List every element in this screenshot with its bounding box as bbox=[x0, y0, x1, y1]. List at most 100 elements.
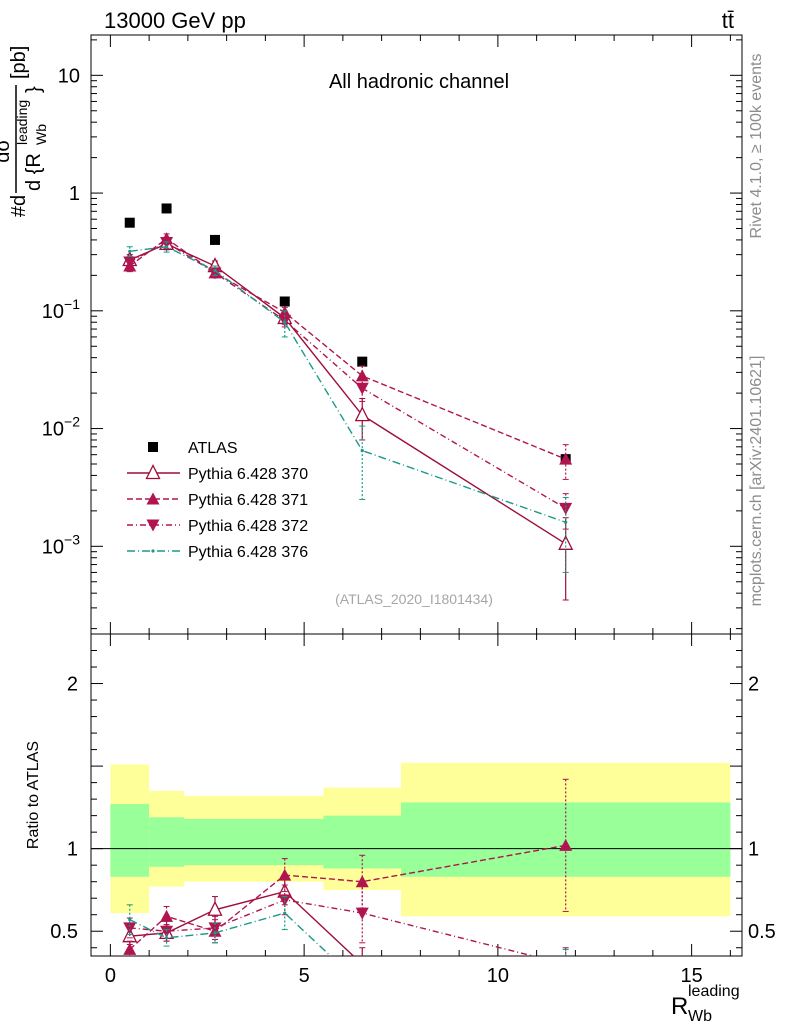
data-point-marker bbox=[146, 519, 160, 532]
ratio-band-inner bbox=[110, 804, 150, 877]
data-point-marker bbox=[559, 502, 573, 515]
y-label-close-brace: } bbox=[23, 86, 45, 93]
tick-base: 10 bbox=[42, 536, 64, 558]
data-point-marker bbox=[160, 925, 174, 938]
ratio-line bbox=[129, 844, 566, 950]
data-point-marker bbox=[564, 520, 568, 524]
ratio-line bbox=[129, 899, 536, 956]
x-axis-label: R leading Wb bbox=[671, 983, 740, 1024]
data-point-marker bbox=[278, 868, 292, 881]
data-point-marker bbox=[124, 217, 135, 228]
series-line bbox=[129, 241, 567, 509]
data-point-marker bbox=[361, 955, 363, 956]
data-point-marker bbox=[559, 452, 573, 465]
x-tick-label: 0 bbox=[105, 965, 116, 987]
data-point-marker bbox=[148, 442, 158, 452]
legend-label: Pythia 6.428 372 bbox=[188, 518, 308, 535]
tick-base: 10 bbox=[42, 419, 64, 441]
x-tick-label: 15 bbox=[681, 965, 703, 987]
rivet-version-label: Rivet 4.1.0, ≥ 100k events bbox=[748, 54, 765, 239]
data-point-marker bbox=[279, 296, 290, 307]
ratio-line bbox=[129, 912, 332, 956]
ratio-y-tick-label-right: 2 bbox=[748, 674, 759, 696]
ratio-uncertainty-bands bbox=[91, 762, 742, 917]
tick-base: 10 bbox=[42, 301, 64, 323]
ratio-band-inner bbox=[246, 818, 324, 866]
data-point-marker bbox=[146, 492, 160, 505]
main-y-tick-label: 10−3 bbox=[42, 531, 80, 558]
data-point-marker bbox=[213, 931, 217, 935]
ratio-y-tick-label: 2 bbox=[67, 674, 78, 696]
legend-label: Pythia 6.428 376 bbox=[188, 544, 308, 561]
data-point-marker bbox=[355, 382, 369, 395]
ratio-band-inner bbox=[184, 818, 246, 866]
series-pythia-6-428-372 bbox=[123, 236, 573, 530]
ratio-series-pythia-6-428-372 bbox=[123, 882, 572, 971]
ratio-band-inner bbox=[149, 817, 184, 867]
data-point-marker bbox=[128, 249, 132, 253]
chart-title: All hadronic channel bbox=[329, 71, 509, 93]
data-point-marker bbox=[208, 267, 222, 280]
main-y-tick-label: 10−1 bbox=[42, 296, 80, 323]
main-y-axis-label: #d dσ d {R leading Wb } [pb] bbox=[0, 46, 49, 217]
data-point-marker bbox=[210, 234, 220, 245]
mcplots-reference-label: mcplots.cern.ch [arXiv:2401.10621] bbox=[748, 356, 765, 607]
legend-entry: Pythia 6.428 370 bbox=[127, 464, 308, 483]
data-point-marker bbox=[160, 909, 174, 922]
ratio-y-axis-label: Ratio to ATLAS bbox=[25, 741, 42, 849]
y-label-prefix: #d bbox=[8, 195, 30, 217]
process-label: tt̄ bbox=[722, 8, 734, 33]
data-point-marker bbox=[123, 922, 137, 935]
main-y-tick-label: 10−2 bbox=[42, 414, 80, 441]
legend-entry: Pythia 6.428 376 bbox=[127, 544, 308, 561]
data-point-marker bbox=[161, 203, 172, 214]
legend-entry: Pythia 6.428 372 bbox=[127, 518, 308, 535]
data-point-marker bbox=[355, 875, 369, 888]
x-tick-label: 5 bbox=[299, 965, 310, 987]
y-label-superscript: leading bbox=[14, 100, 30, 145]
data-point-marker bbox=[283, 320, 287, 324]
x-label-superscript: leading bbox=[688, 983, 740, 1000]
data-point-marker bbox=[283, 911, 287, 915]
data-point-marker bbox=[278, 894, 292, 907]
series-line bbox=[129, 237, 566, 460]
data-point-marker bbox=[355, 907, 369, 920]
series-pythia-6-428-376 bbox=[126, 241, 569, 573]
collision-energy-label: 13000 GeV pp bbox=[104, 8, 246, 33]
tick-exponent: −2 bbox=[64, 414, 80, 430]
legend-label: Pythia 6.428 371 bbox=[188, 492, 308, 509]
main-plot-series bbox=[122, 203, 574, 601]
ratio-plot-frame bbox=[90, 633, 743, 957]
ratio-line bbox=[129, 890, 355, 956]
data-point-marker bbox=[207, 900, 223, 916]
y-label-subscript: Wb bbox=[33, 124, 49, 145]
legend-label: ATLAS bbox=[188, 440, 238, 457]
data-point-marker bbox=[361, 984, 364, 987]
data-point-marker bbox=[355, 369, 369, 382]
data-point-marker bbox=[123, 256, 137, 269]
y-label-unit: [pb] bbox=[8, 46, 30, 79]
data-point-marker bbox=[164, 936, 169, 940]
data-point-marker bbox=[213, 268, 217, 273]
x-tick-label: 10 bbox=[487, 965, 509, 987]
y-label-denominator: d {R bbox=[23, 153, 45, 191]
x-label-base: R bbox=[671, 993, 688, 1020]
legend-entry: ATLAS bbox=[148, 440, 238, 457]
ratio-y-tick-label-right: 0.5 bbox=[748, 921, 776, 943]
data-point-marker bbox=[360, 448, 364, 453]
x-label-subscript: Wb bbox=[688, 1008, 712, 1024]
data-point-marker bbox=[123, 942, 137, 955]
data-point-marker bbox=[559, 959, 572, 971]
data-point-marker bbox=[564, 964, 567, 967]
y-label-numerator: dσ bbox=[0, 139, 14, 163]
legend-entry: Pythia 6.428 371 bbox=[127, 492, 308, 509]
data-point-marker bbox=[145, 464, 161, 480]
main-y-tick-label: 10 bbox=[58, 65, 80, 87]
data-point-marker bbox=[357, 356, 368, 367]
ratio-y-tick-label: 0.5 bbox=[50, 921, 78, 943]
data-point-marker bbox=[128, 918, 132, 922]
legend-label: Pythia 6.428 370 bbox=[188, 466, 308, 483]
ratio-y-tick-label-right: 1 bbox=[748, 839, 759, 861]
